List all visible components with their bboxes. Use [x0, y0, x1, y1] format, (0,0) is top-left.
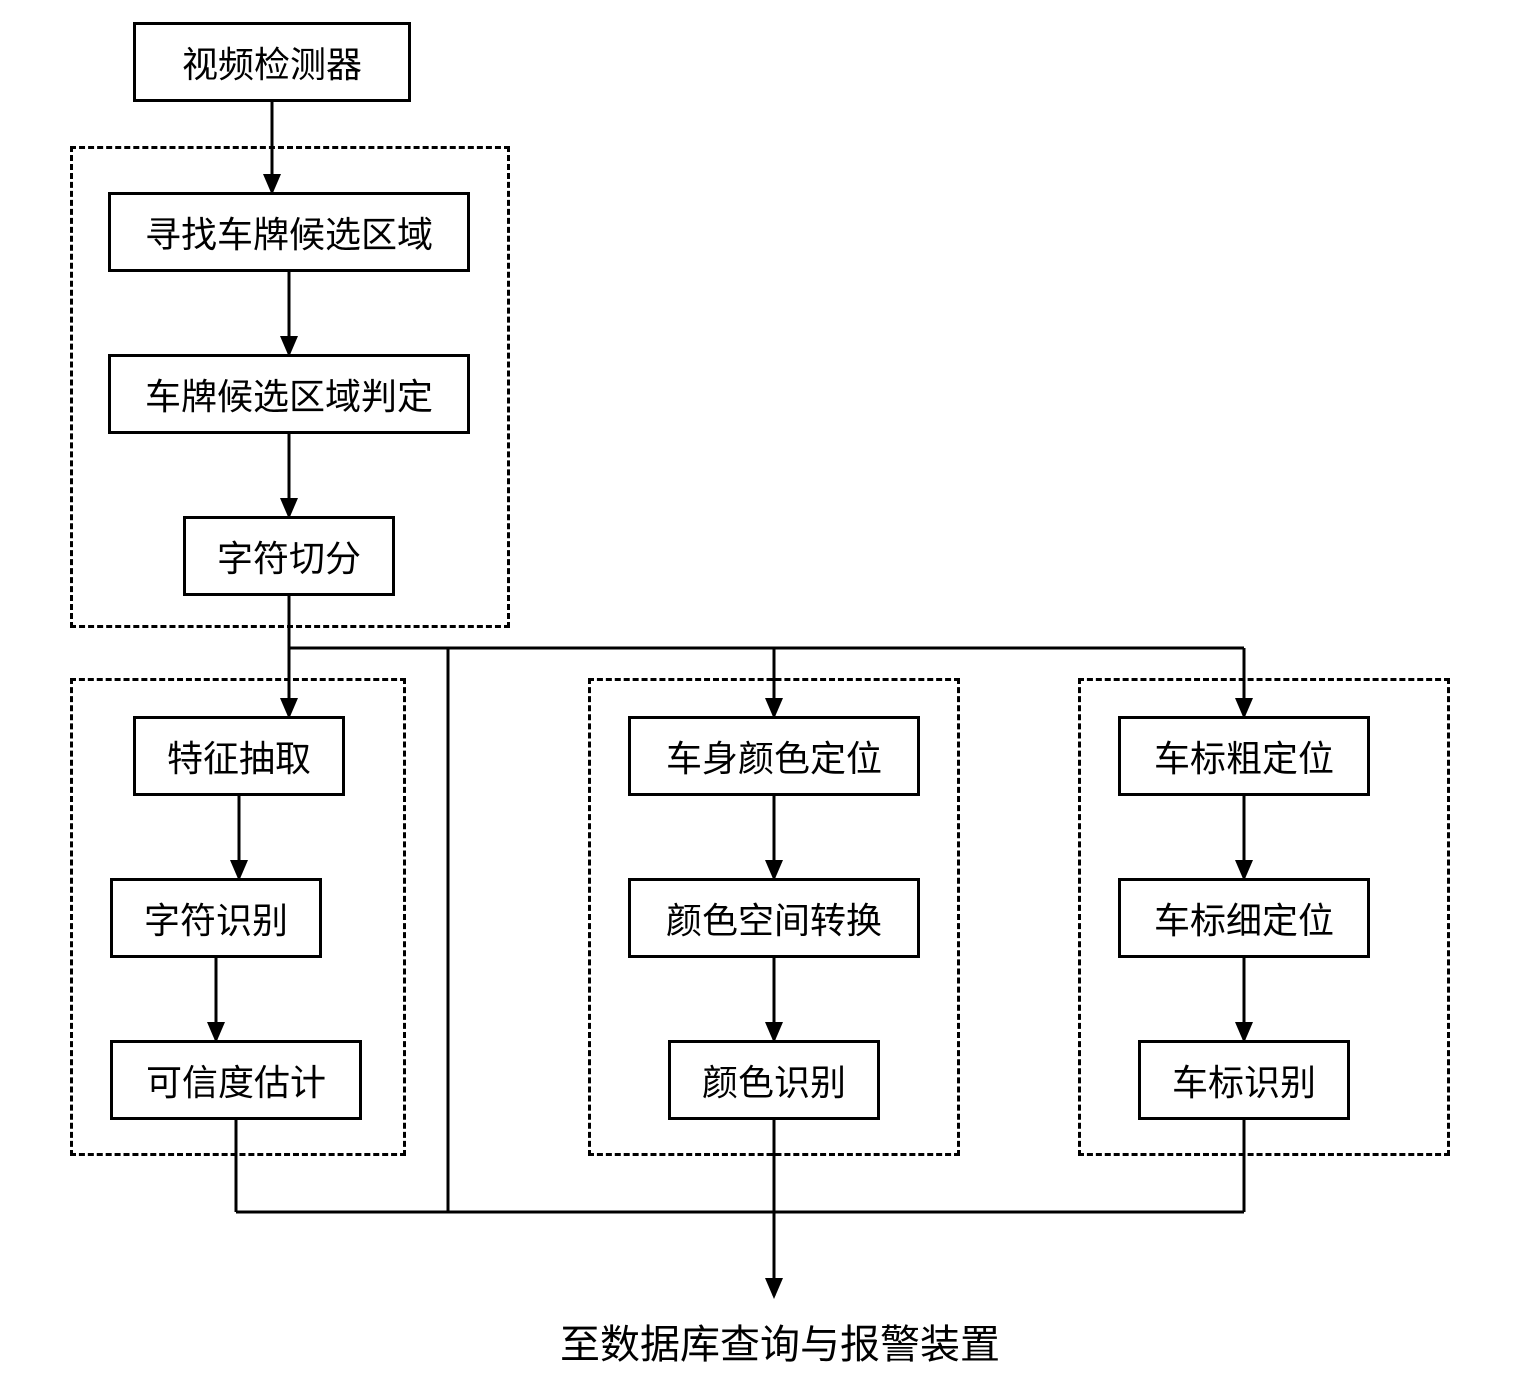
- edges-layer: [0, 0, 1532, 1380]
